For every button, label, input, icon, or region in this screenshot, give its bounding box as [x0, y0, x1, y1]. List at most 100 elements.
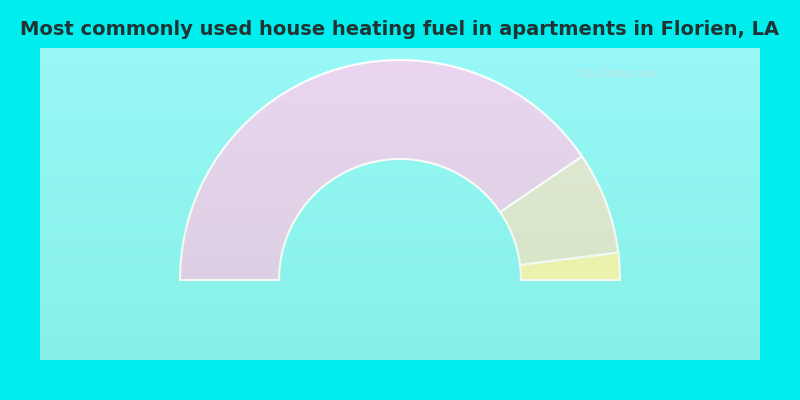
- Bar: [40, 229, 760, 232]
- Bar: [40, 154, 760, 157]
- Bar: [40, 220, 760, 223]
- Bar: [40, 135, 760, 138]
- Bar: [40, 88, 760, 92]
- Bar: [40, 254, 760, 257]
- Bar: [40, 107, 760, 110]
- Bar: [40, 101, 760, 104]
- Bar: [40, 335, 760, 338]
- Bar: [40, 54, 760, 57]
- Bar: [40, 232, 760, 235]
- Bar: [40, 307, 760, 310]
- Bar: [40, 114, 760, 117]
- Bar: [40, 282, 760, 285]
- Bar: [40, 310, 760, 313]
- Bar: [40, 248, 760, 251]
- Bar: [40, 104, 760, 107]
- Bar: [40, 238, 760, 242]
- Bar: [40, 188, 760, 192]
- Bar: [40, 332, 760, 335]
- Bar: [40, 60, 760, 64]
- Bar: [40, 273, 760, 276]
- Bar: [40, 344, 760, 348]
- Bar: [40, 70, 760, 73]
- Bar: [40, 291, 760, 294]
- Bar: [40, 173, 760, 176]
- Bar: [40, 117, 760, 120]
- Bar: [40, 138, 760, 142]
- Bar: [40, 285, 760, 288]
- Bar: [40, 210, 760, 213]
- Bar: [40, 192, 760, 195]
- Bar: [40, 341, 760, 344]
- Bar: [40, 204, 760, 207]
- Bar: [40, 123, 760, 126]
- Bar: [40, 129, 760, 132]
- Bar: [40, 348, 760, 351]
- Text: Most commonly used house heating fuel in apartments in Florien, LA: Most commonly used house heating fuel in…: [21, 20, 779, 40]
- Bar: [40, 244, 760, 248]
- Bar: [40, 304, 760, 307]
- Bar: [40, 257, 760, 260]
- Bar: [40, 79, 760, 82]
- Bar: [40, 316, 760, 320]
- Bar: [40, 351, 760, 354]
- Bar: [40, 179, 760, 182]
- Bar: [40, 126, 760, 129]
- Bar: [40, 195, 760, 198]
- Bar: [40, 73, 760, 76]
- Bar: [40, 151, 760, 154]
- Bar: [40, 145, 760, 148]
- Text: City-Data.com: City-Data.com: [578, 69, 658, 79]
- Bar: [40, 160, 760, 164]
- Bar: [40, 110, 760, 114]
- Bar: [40, 98, 760, 101]
- Bar: [40, 326, 760, 329]
- Bar: [40, 338, 760, 341]
- Bar: [40, 301, 760, 304]
- Bar: [40, 67, 760, 70]
- Bar: [40, 64, 760, 67]
- Bar: [40, 260, 760, 263]
- Bar: [40, 198, 760, 201]
- Bar: [40, 182, 760, 185]
- Bar: [40, 82, 760, 86]
- Bar: [40, 48, 760, 51]
- Bar: [40, 213, 760, 216]
- Bar: [40, 279, 760, 282]
- Bar: [40, 76, 760, 79]
- Bar: [40, 266, 760, 270]
- Bar: [40, 294, 760, 298]
- Bar: [40, 288, 760, 291]
- Bar: [40, 170, 760, 173]
- Bar: [40, 242, 760, 244]
- Bar: [40, 207, 760, 210]
- Bar: [40, 276, 760, 279]
- Bar: [40, 57, 760, 60]
- Bar: [40, 226, 760, 229]
- Polygon shape: [180, 60, 582, 280]
- Bar: [40, 148, 760, 151]
- Bar: [40, 216, 760, 220]
- Bar: [40, 320, 760, 322]
- Bar: [40, 270, 760, 273]
- Bar: [40, 86, 760, 88]
- Bar: [40, 166, 760, 170]
- Bar: [40, 142, 760, 145]
- Bar: [40, 201, 760, 204]
- Bar: [40, 223, 760, 226]
- Bar: [40, 132, 760, 135]
- Bar: [40, 235, 760, 238]
- Bar: [40, 157, 760, 160]
- Bar: [40, 263, 760, 266]
- Bar: [40, 176, 760, 179]
- Bar: [40, 298, 760, 301]
- Polygon shape: [520, 252, 620, 280]
- Bar: [40, 92, 760, 95]
- Bar: [40, 95, 760, 98]
- Bar: [40, 251, 760, 254]
- Polygon shape: [500, 156, 618, 265]
- Bar: [40, 354, 760, 357]
- Bar: [40, 322, 760, 326]
- Bar: [40, 164, 760, 166]
- Bar: [40, 329, 760, 332]
